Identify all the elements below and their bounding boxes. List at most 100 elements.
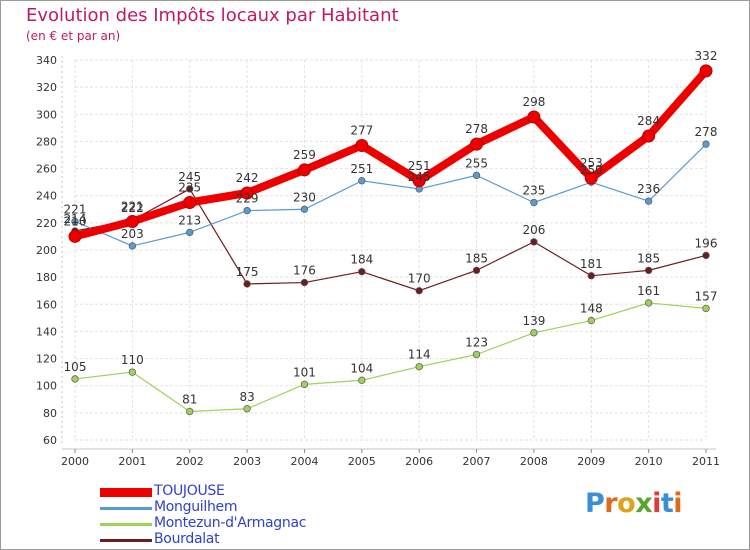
data-label: 236	[637, 182, 660, 196]
data-label: 230	[293, 190, 316, 204]
legend-label: Monguilhem	[154, 499, 238, 515]
data-label: 284	[637, 114, 660, 128]
series-line-toujouse	[71, 66, 710, 241]
data-label: 298	[522, 95, 545, 109]
logo-letter: P	[585, 488, 605, 519]
data-point	[71, 375, 79, 383]
legend-swatch	[100, 488, 152, 497]
proxiti-logo: Proxiti	[585, 488, 683, 519]
data-label: 175	[236, 265, 259, 279]
data-point	[125, 215, 139, 228]
data-label: 101	[293, 365, 316, 379]
data-point	[358, 268, 366, 276]
series-line-bourdalat	[74, 188, 707, 292]
data-label: 332	[695, 49, 718, 63]
legend-swatch	[100, 523, 152, 526]
data-label: 185	[465, 251, 488, 265]
y-tick-label: 300	[36, 108, 57, 121]
logo-letter: o	[617, 488, 636, 519]
y-tick-label: 100	[36, 380, 57, 393]
data-point	[472, 266, 481, 275]
legend-label: Montezun-d'Armagnac	[154, 515, 307, 531]
data-point	[472, 171, 481, 180]
x-tick-label: 2000	[61, 455, 89, 468]
data-point	[297, 163, 311, 177]
y-tick-label: 140	[36, 325, 57, 338]
x-tick-label: 2011	[692, 455, 720, 468]
chart-legend: TOUJOUSE Monguilhem Montezun-d'Armagnac …	[100, 483, 430, 548]
data-label: 255	[465, 156, 488, 170]
data-label: 196	[695, 236, 718, 250]
x-tick-label: 2009	[577, 455, 605, 468]
data-point	[355, 139, 369, 152]
data-point	[699, 64, 713, 78]
data-label: 213	[178, 213, 201, 227]
data-label: 184	[350, 253, 373, 267]
data-point	[412, 174, 426, 188]
data-point	[415, 287, 423, 295]
data-point	[644, 197, 653, 205]
data-point	[300, 278, 309, 287]
data-label: 242	[236, 171, 259, 185]
data-point	[702, 304, 710, 313]
data-point	[702, 251, 710, 260]
data-point	[702, 140, 710, 148]
data-point	[243, 405, 251, 413]
data-point	[300, 205, 309, 213]
data-label: 203	[121, 227, 144, 241]
data-label: 251	[408, 159, 431, 173]
data-label: 250	[580, 163, 603, 177]
x-tick-label: 2007	[463, 455, 491, 468]
legend-entry-bourdalat: Bourdalat	[100, 531, 430, 548]
data-point	[642, 129, 656, 143]
data-label: 83	[239, 390, 254, 404]
data-point	[530, 238, 538, 246]
data-label: 81	[182, 393, 197, 407]
chart-subtitle: (en € et par an)	[26, 29, 121, 43]
logo-letter: x	[635, 488, 653, 519]
logo-letter: i	[652, 488, 661, 519]
data-point	[243, 206, 251, 215]
data-point	[472, 350, 481, 359]
x-tick-label: 2004	[290, 455, 318, 468]
data-point	[240, 186, 254, 200]
y-tick-label: 280	[36, 135, 57, 148]
y-tick-label: 200	[36, 244, 57, 257]
data-point	[415, 363, 423, 371]
data-point	[358, 376, 366, 384]
legend-entry-monguilhem: Monguilhem	[100, 499, 430, 516]
data-label: 210	[64, 214, 87, 228]
data-label: 104	[350, 361, 373, 375]
data-label: 148	[580, 302, 603, 316]
series-line-montezun-d-armagnac	[74, 302, 707, 413]
legend-entry-montezun: Montezun-d'Armagnac	[100, 515, 430, 532]
chart-title: Evolution des Impôts locaux par Habitant	[26, 5, 399, 26]
x-tick-label: 2003	[233, 455, 261, 468]
data-label: 221	[121, 200, 144, 214]
y-tick-label: 120	[36, 353, 57, 366]
x-tick-label: 2002	[176, 455, 204, 468]
data-point	[300, 380, 309, 389]
y-tick-label: 80	[43, 407, 57, 420]
data-label: 170	[408, 272, 431, 286]
data-point	[68, 229, 82, 243]
data-point	[587, 316, 595, 325]
data-label: 245	[408, 170, 431, 184]
data-label: 206	[522, 223, 545, 237]
y-tick-label: 320	[36, 81, 57, 94]
data-point	[243, 280, 251, 288]
y-tick-label: 160	[36, 298, 57, 311]
y-tick-label: 240	[36, 190, 57, 203]
data-point	[530, 198, 538, 207]
data-label: 176	[293, 264, 316, 278]
y-tick-label: 220	[36, 217, 57, 230]
data-label: 278	[465, 122, 488, 136]
logo-letter: r	[604, 488, 618, 519]
data-point	[644, 266, 653, 275]
data-label: 235	[178, 181, 201, 195]
series-line-monguilhem	[74, 143, 707, 247]
x-tick-label: 2006	[405, 455, 433, 468]
data-point	[530, 329, 538, 337]
data-point	[584, 171, 598, 185]
data-label: 229	[236, 192, 259, 206]
